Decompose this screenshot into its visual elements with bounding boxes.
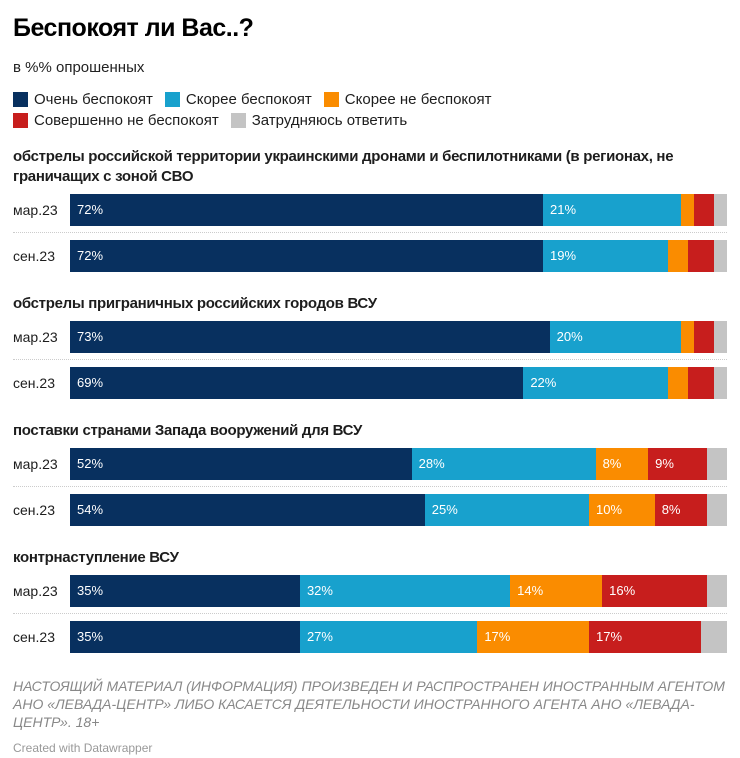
stacked-bar: 35% 32% 14% 16% xyxy=(70,574,727,607)
legend-label: Скорее не беспокоят xyxy=(344,91,492,108)
bar-segment xyxy=(694,320,714,353)
row-label: сен.23 xyxy=(13,501,55,518)
disclaimer-note: НАСТОЯЩИЙ МАТЕРИАЛ (ИНФОРМАЦИЯ) ПРОИЗВЕД… xyxy=(13,678,725,730)
bar-segment: 17% xyxy=(477,620,589,653)
bar-row: мар.23 72% 21% xyxy=(13,187,727,232)
bar-segment: 32% xyxy=(299,574,511,607)
group-title: обстрелы приграничных российских городов… xyxy=(13,295,377,312)
stacked-bar: 73% 20% xyxy=(70,320,727,353)
bar-segment: 73% xyxy=(70,320,550,353)
bar-segment: 9% xyxy=(648,447,708,480)
bar-segment xyxy=(667,366,688,399)
bar-segment xyxy=(681,193,695,226)
bar-segment xyxy=(694,193,714,226)
legend-swatch xyxy=(13,113,28,128)
group-title: поставки странами Запада вооружений для … xyxy=(13,422,363,439)
bar-segment: 72% xyxy=(70,193,544,226)
legend-label: Скорее беспокоят xyxy=(185,91,312,108)
bar-row: мар.23 35% 32% 14% 16% xyxy=(13,568,727,613)
row-label: мар.23 xyxy=(13,328,58,345)
legend-label: Совершенно не беспокоят xyxy=(34,112,219,129)
bar-segment: 8% xyxy=(654,493,708,526)
legend-swatch xyxy=(13,92,28,107)
bar-segment: 35% xyxy=(70,574,300,607)
legend-label: Затрудняюсь ответить xyxy=(251,112,408,129)
bar-segment: 35% xyxy=(70,620,300,653)
bar-segment xyxy=(681,320,695,353)
legend-swatch xyxy=(164,92,180,107)
legend-item: Очень беспокоят xyxy=(13,89,153,110)
group-title: контрнаступление ВСУ xyxy=(13,549,179,566)
bar-segment xyxy=(707,493,727,526)
bar-segment xyxy=(687,366,714,399)
bar-segment: 27% xyxy=(299,620,478,653)
bar-segment: 69% xyxy=(70,366,524,399)
bar-row: сен.23 69% 22% xyxy=(13,359,727,405)
bar-row: мар.23 52% 28% 8% 9% xyxy=(13,441,727,486)
bar-segment: 8% xyxy=(595,447,649,480)
legend-item: Скорее беспокоят xyxy=(164,89,312,110)
bar-segment xyxy=(707,574,727,607)
legend: Очень беспокоят Скорее беспокоят Скорее не… xyxy=(13,89,713,131)
row-label: сен.23 xyxy=(13,247,55,264)
bar-segment xyxy=(713,320,727,353)
bar-segment: 54% xyxy=(70,493,425,526)
bar-row: мар.23 73% 20% xyxy=(13,314,727,359)
chart-body: обстрелы российской территории украински… xyxy=(13,147,727,659)
bar-segment: 25% xyxy=(424,493,590,526)
bar-segment: 22% xyxy=(523,366,668,399)
bar-segment xyxy=(700,620,727,653)
bar-row: сен.23 72% 19% xyxy=(13,232,727,278)
bar-segment: 17% xyxy=(589,620,701,653)
legend-item: Затрудняюсь ответить xyxy=(230,110,408,131)
bar-segment: 10% xyxy=(589,493,655,526)
bar-segment: 72% xyxy=(70,239,544,272)
group-title: обстрелы российской территории украински… xyxy=(13,148,674,185)
stacked-bar: 54% 25% 10% 8% xyxy=(70,493,727,526)
bar-segment: 19% xyxy=(543,239,668,272)
legend-swatch xyxy=(230,113,246,128)
row-label: мар.23 xyxy=(13,455,58,472)
stacked-bar: 72% 19% xyxy=(70,239,727,272)
bar-segment xyxy=(667,239,688,272)
bar-row: сен.23 54% 25% 10% 8% xyxy=(13,486,727,532)
bar-segment: 52% xyxy=(70,447,412,480)
bar-segment xyxy=(707,447,727,480)
bar-segment xyxy=(687,239,714,272)
chart-subtitle: в %% опрошенных xyxy=(13,59,145,76)
legend-label: Очень беспокоят xyxy=(34,91,153,108)
row-label: сен.23 xyxy=(13,628,55,645)
bar-segment xyxy=(713,239,727,272)
bar-segment: 16% xyxy=(602,574,708,607)
stacked-bar: 69% 22% xyxy=(70,366,727,399)
stacked-bar: 35% 27% 17% 17% xyxy=(70,620,727,653)
row-label: сен.23 xyxy=(13,374,55,391)
credit-link[interactable]: Created with Datawrapper xyxy=(13,741,153,755)
bar-segment xyxy=(713,366,727,399)
legend-swatch xyxy=(323,92,339,107)
bar-segment xyxy=(713,193,727,226)
chart-title: Беспокоят ли Вас..? xyxy=(13,14,254,42)
stacked-bar: 72% 21% xyxy=(70,193,727,226)
row-label: мар.23 xyxy=(13,201,58,218)
row-label: мар.23 xyxy=(13,582,58,599)
bar-segment: 21% xyxy=(543,193,681,226)
bar-row: сен.23 35% 27% 17% 17% xyxy=(13,613,727,659)
legend-item: Совершенно не беспокоят xyxy=(13,110,219,131)
bar-segment: 14% xyxy=(510,574,603,607)
stacked-bar: 52% 28% 8% 9% xyxy=(70,447,727,480)
bar-segment: 28% xyxy=(411,447,596,480)
legend-item: Скорее не беспокоят xyxy=(323,89,492,110)
bar-segment: 20% xyxy=(549,320,681,353)
